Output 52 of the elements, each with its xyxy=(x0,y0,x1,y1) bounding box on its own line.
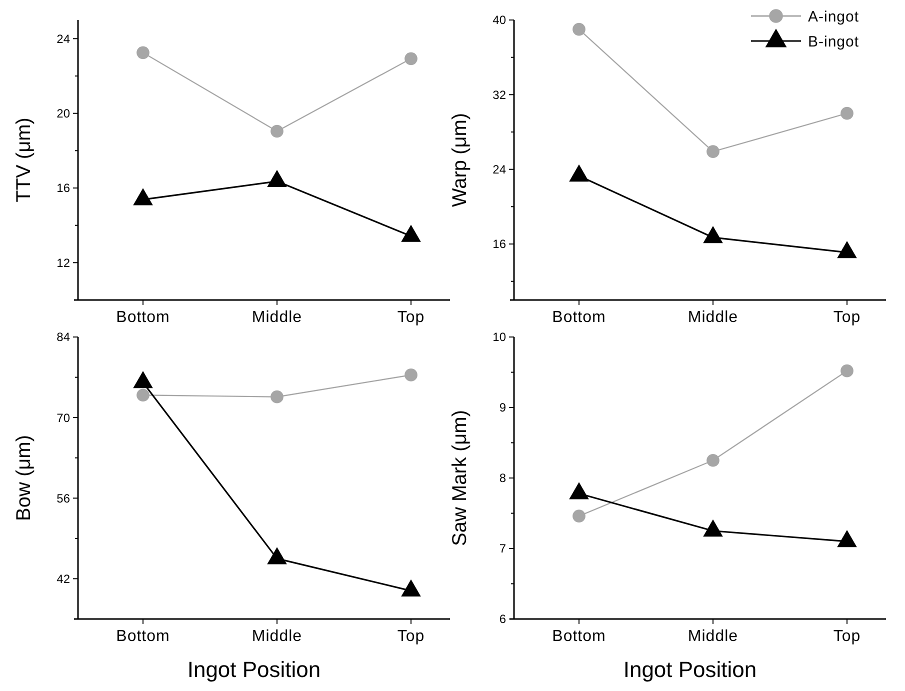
point xyxy=(569,164,589,182)
x-axis-title: Ingot Position xyxy=(187,657,321,682)
legend-label: A-ingot xyxy=(808,8,860,26)
y-tick-label: 20 xyxy=(56,106,70,121)
y-tick-label: 70 xyxy=(56,410,70,425)
y-tick-label: 84 xyxy=(56,330,70,344)
x-tick-label: Bottom xyxy=(552,628,606,645)
y-tick-label: 42 xyxy=(56,572,70,586)
y-axis-title: Warp (μm) xyxy=(449,112,471,208)
point xyxy=(840,364,854,378)
y-tick-label: 16 xyxy=(492,237,506,252)
legend-label: B-ingot xyxy=(808,33,860,50)
y-tick-label: 8 xyxy=(499,471,506,486)
x-tick-label: Middle xyxy=(252,628,302,645)
x-axis-title: Ingot Position xyxy=(623,657,757,682)
y-tick-label: 24 xyxy=(56,32,70,46)
x-tick-label: Top xyxy=(397,309,425,326)
point xyxy=(837,240,857,258)
x-tick-label: Middle xyxy=(688,309,738,326)
point xyxy=(703,519,723,537)
y-tick-label: 32 xyxy=(492,88,506,102)
x-tick-label: Middle xyxy=(688,628,738,645)
point xyxy=(840,106,854,120)
x-tick-label: Top xyxy=(397,628,425,645)
y-tick-label: 10 xyxy=(492,330,506,344)
y-tick-label: 24 xyxy=(492,162,506,177)
y-tick-label: 6 xyxy=(499,612,506,626)
y-tick-label: 7 xyxy=(499,542,506,556)
y-axis-title: Bow (μm) xyxy=(13,435,35,521)
x-tick-label: Middle xyxy=(252,309,302,326)
y-tick-label: 12 xyxy=(56,256,70,270)
x-tick-label: Bottom xyxy=(552,309,606,326)
point xyxy=(706,454,720,467)
x-tick-label: Bottom xyxy=(116,628,170,645)
x-tick-label: Top xyxy=(833,628,861,645)
point xyxy=(569,482,589,500)
point xyxy=(270,390,284,404)
x-tick-label: Top xyxy=(833,309,861,326)
point xyxy=(401,579,421,597)
y-tick-label: 9 xyxy=(499,400,506,415)
y-tick-label: 40 xyxy=(492,13,506,28)
point xyxy=(703,226,723,244)
point xyxy=(837,530,857,548)
x-tick-label: Bottom xyxy=(116,309,170,326)
y-axis-title: Saw Mark (μm) xyxy=(449,410,471,546)
point xyxy=(572,22,586,36)
point xyxy=(404,368,418,382)
y-axis-title: TTV (μm) xyxy=(13,118,35,202)
y-tick-label: 56 xyxy=(56,491,70,506)
point xyxy=(267,547,287,564)
point xyxy=(136,388,150,402)
y-tick-label: 16 xyxy=(56,181,70,196)
